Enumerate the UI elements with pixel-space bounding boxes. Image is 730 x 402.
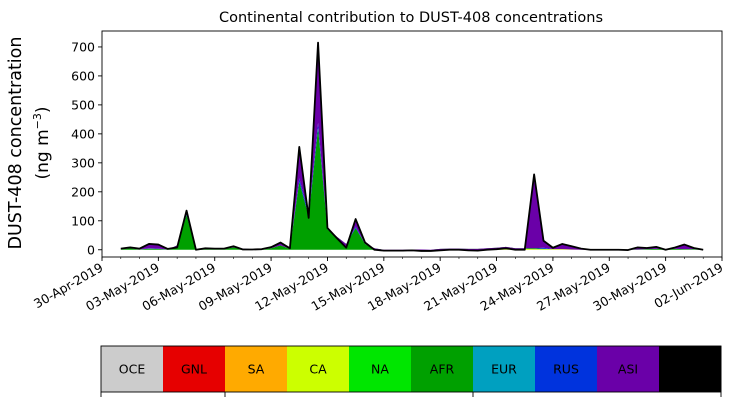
- y-axis-label: DUST-408 concentration (ng m−3): [6, 37, 53, 250]
- legend-label-sa: SA: [248, 362, 265, 377]
- legend-label-aus: AUS: [677, 362, 703, 377]
- legend-label-rus: RUS: [553, 362, 579, 377]
- legend-label-gnl: GNL: [181, 362, 207, 377]
- legend-swatch-ca: [287, 346, 350, 392]
- y-tick-label: 300: [71, 155, 95, 170]
- color-legend-bar: OCE GNL SA CA NA AFR EUR RUS ASI AUS: [100, 345, 722, 397]
- legend-swatch-gnl: [163, 346, 226, 392]
- total-line: [120, 41, 704, 252]
- legend-swatch-afr: [411, 346, 474, 392]
- legend-swatch-asi: [597, 346, 660, 392]
- x-axis: 30-Apr-201903-May-201906-May-201909-May-…: [31, 257, 726, 314]
- area-afr: [120, 128, 704, 250]
- legend-swatch-aus: [659, 346, 722, 392]
- y-tick-label: 0: [87, 242, 95, 257]
- legend-swatch-oce: [101, 346, 164, 392]
- y-tick-label: 200: [71, 184, 95, 199]
- legend-swatch-na: [349, 346, 412, 392]
- legend-frame: [100, 345, 722, 393]
- legend-label-na: NA: [371, 362, 389, 377]
- y-axis-label-line1: DUST-408 concentration: [6, 37, 26, 250]
- legend-swatch-eur: [473, 346, 536, 392]
- y-tick-label: 600: [71, 68, 95, 83]
- plot-frame: [101, 30, 723, 258]
- chart-title: Continental contribution to DUST-408 con…: [219, 10, 603, 26]
- legend-label-ca: CA: [309, 362, 327, 377]
- area-ca: [120, 248, 704, 250]
- y-tick-label: 700: [71, 39, 95, 54]
- legend-label-eur: EUR: [491, 362, 517, 377]
- legend-swatch-sa: [225, 346, 288, 392]
- y-tick-label: 100: [71, 213, 95, 228]
- y-axis: 0 100 200 300 400 500 600 700: [71, 39, 102, 257]
- area-asi: [120, 42, 704, 251]
- area-rus: [120, 122, 704, 250]
- plot-area: [101, 30, 723, 258]
- y-tick-label: 400: [71, 126, 95, 141]
- legend-swatch-rus: [535, 346, 598, 392]
- legend-label-afr: AFR: [430, 362, 455, 377]
- legend-label-asi: ASI: [618, 362, 638, 377]
- y-axis-label-line2: (ng m−3): [31, 106, 53, 179]
- y-tick-label: 500: [71, 97, 95, 112]
- legend-label-oce: OCE: [119, 362, 146, 377]
